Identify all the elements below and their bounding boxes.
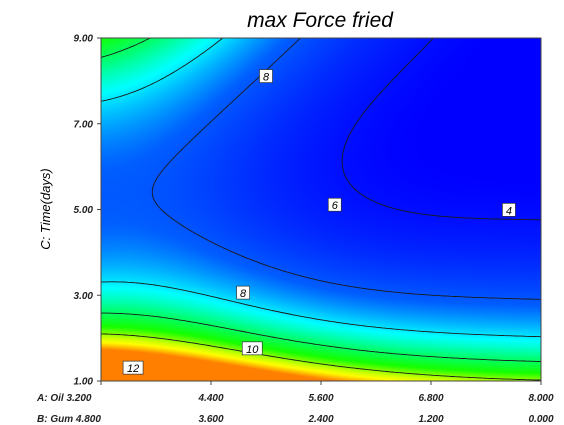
y-tick-label: 9.00 xyxy=(74,34,94,45)
chart-title: max Force fried xyxy=(247,9,394,32)
contour-label-box xyxy=(241,341,263,356)
gum-axis-label: B: Gum 4.800 xyxy=(37,414,101,425)
y-tick-label: 1.00 xyxy=(74,377,94,388)
gum-tick-label: 1.200 xyxy=(418,414,443,425)
contour-label-text: 10 xyxy=(246,344,259,356)
oil-axis-label: A: Oil 3.200 xyxy=(36,393,92,404)
contour-labels: 8 6 4 8 10 12 xyxy=(122,69,516,375)
contour-label-text: 8 xyxy=(263,72,270,84)
y-tick-label: 5.00 xyxy=(74,205,94,216)
contour-label-box xyxy=(327,197,342,212)
contour-label-box xyxy=(236,285,250,300)
gum-tick-label: 3.600 xyxy=(198,414,223,425)
contour-label-box xyxy=(122,360,144,375)
oil-tick-label: 4.400 xyxy=(197,393,223,404)
y-axis-label: C: Time(days) xyxy=(38,168,53,250)
contour-label: 4 xyxy=(502,203,516,217)
contour-line-6 xyxy=(151,38,541,300)
contour-line-8 xyxy=(101,38,541,338)
contour-label: 8 xyxy=(259,69,273,84)
contour-label-text: 12 xyxy=(127,363,139,375)
response-surface-heatmap xyxy=(101,38,541,381)
y-tick-label: 7.00 xyxy=(74,119,94,130)
contour-label-text: 8 xyxy=(240,288,247,300)
contour-label-text: 4 xyxy=(506,205,512,217)
contour-line-10 xyxy=(101,38,541,362)
contour-label-text: 6 xyxy=(332,200,339,212)
oil-tick-label: 5.600 xyxy=(308,393,333,404)
gum-tick-label: 0.000 xyxy=(528,414,553,425)
contour-label: 10 xyxy=(241,341,263,356)
oil-tick-label: 6.800 xyxy=(418,393,443,404)
plot-area xyxy=(101,38,541,381)
axes: 1.00 3.00 5.00 7.00 9.00 4.400 5.600 6.800 8.000… xyxy=(36,34,554,425)
contour-label-box xyxy=(502,203,516,217)
contour-line-4 xyxy=(341,38,541,221)
contour-label: 8 xyxy=(236,285,250,300)
y-tick-label: 3.00 xyxy=(74,291,94,302)
contour-label: 12 xyxy=(122,360,144,375)
contour-label: 6 xyxy=(327,197,342,212)
oil-tick-label: 8.000 xyxy=(528,393,553,404)
gum-tick-label: 2.400 xyxy=(307,414,333,425)
contour-lines xyxy=(101,38,541,381)
contour-label-box xyxy=(259,69,273,83)
